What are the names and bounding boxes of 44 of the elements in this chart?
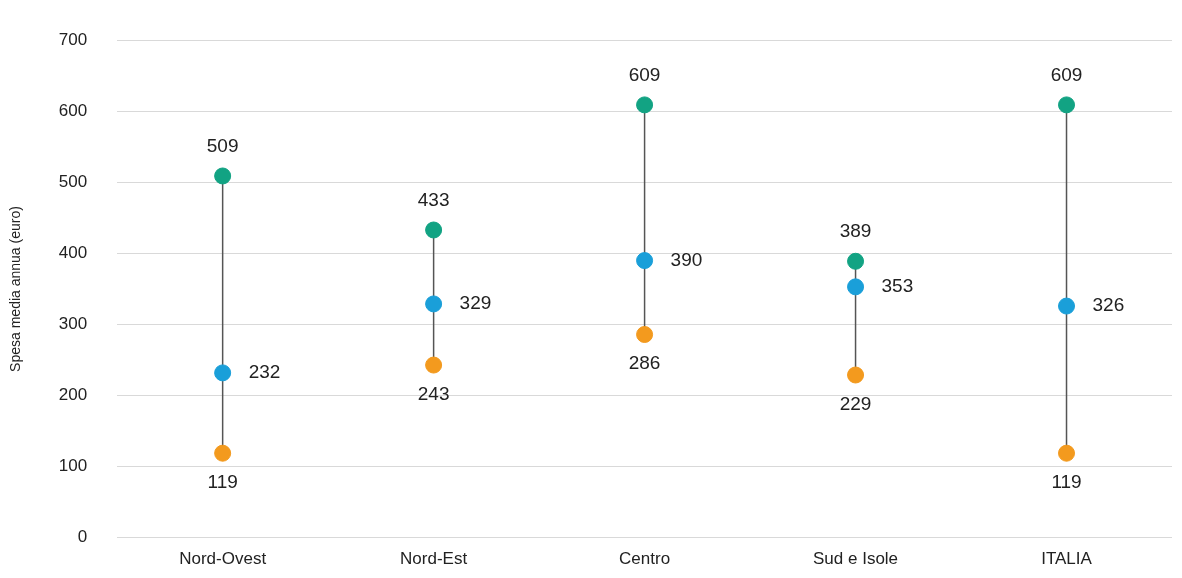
x-tick-label: Nord-Ovest <box>179 548 267 568</box>
point <box>1058 444 1076 462</box>
data-label: 433 <box>417 188 450 210</box>
x-tick-label: Nord-Est <box>400 548 468 568</box>
data-label: 229 <box>839 392 872 414</box>
y-tick-label: 0 <box>77 527 88 547</box>
point <box>425 295 443 313</box>
y-tick-label: 300 <box>58 314 88 334</box>
data-label: 329 <box>459 292 492 314</box>
data-label: 119 <box>207 470 238 492</box>
y-tick-label: 200 <box>58 385 88 405</box>
data-label: 286 <box>628 352 661 374</box>
data-label: 232 <box>248 361 281 383</box>
point <box>847 278 865 296</box>
point <box>847 366 865 384</box>
point <box>1058 96 1076 114</box>
y-tick-label: 500 <box>58 172 88 192</box>
y-tick-label: 400 <box>58 243 88 263</box>
data-label: 119 <box>1051 470 1082 492</box>
x-tick-label: Sud e Isole <box>813 548 899 568</box>
data-label: 353 <box>881 275 914 297</box>
point <box>1058 297 1076 315</box>
point <box>636 326 654 343</box>
point <box>214 167 232 185</box>
y-tick-label: 600 <box>58 100 88 120</box>
x-tick-label: ITALIA <box>1041 548 1093 568</box>
point <box>847 252 865 270</box>
data-label: 389 <box>839 220 872 242</box>
point <box>425 221 443 239</box>
point <box>636 96 654 114</box>
y-tick-label: 700 <box>58 29 88 49</box>
data-label: 326 <box>1092 294 1125 316</box>
data-label: 509 <box>206 134 239 156</box>
data-label: 390 <box>670 248 703 270</box>
data-label: 609 <box>628 63 661 85</box>
y-tick-label: 100 <box>58 456 88 476</box>
data-label: 609 <box>1050 63 1083 85</box>
point <box>214 364 232 382</box>
point <box>425 356 443 374</box>
x-tick-label: Centro <box>619 548 671 568</box>
point <box>636 252 654 270</box>
y-axis-title: Spesa media annua (euro) <box>7 206 24 372</box>
point <box>214 444 232 462</box>
data-label: 243 <box>417 382 450 404</box>
